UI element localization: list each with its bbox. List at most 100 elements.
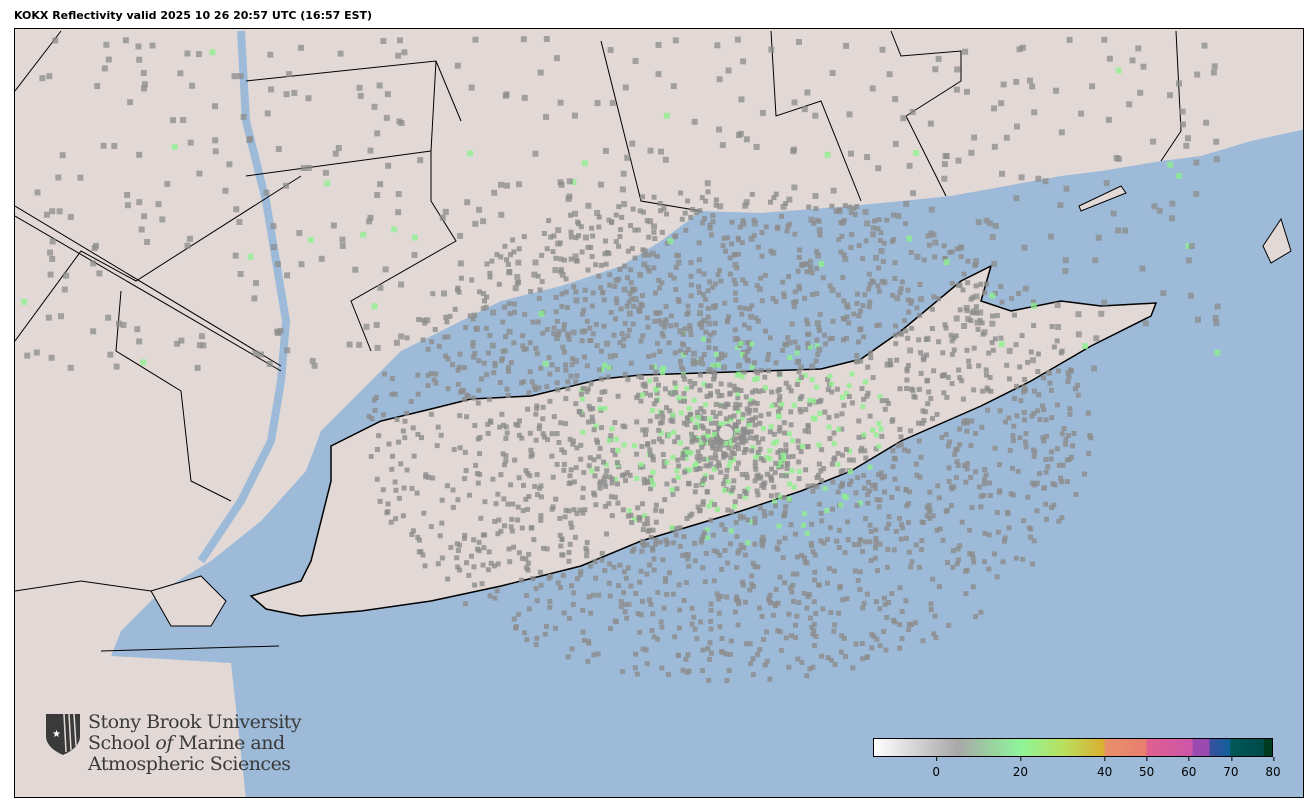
radar-gate [818, 478, 824, 483]
radar-gate [410, 425, 416, 431]
radar-gate [553, 496, 559, 502]
radar-gate [890, 464, 896, 470]
radar-gate [1049, 324, 1055, 329]
radar-gate [568, 373, 574, 379]
radar-gate [701, 271, 707, 277]
radar-gate [814, 291, 820, 297]
radar-gate [703, 473, 709, 478]
radar-gate [677, 625, 682, 631]
radar-gate [1185, 135, 1191, 142]
radar-gate [782, 512, 788, 518]
radar-gate [586, 403, 592, 409]
radar-gate [565, 331, 571, 337]
radar-gate [1054, 446, 1060, 452]
radar-gate [792, 231, 798, 237]
radar-gate [957, 442, 963, 448]
radar-gate [563, 396, 569, 402]
radar-gate [1180, 121, 1186, 128]
radar-gate [908, 250, 914, 255]
radar-gate [970, 555, 976, 561]
radar-gate [676, 395, 682, 401]
radar-gate [672, 234, 678, 240]
radar-gate [454, 555, 460, 561]
radar-gate [839, 411, 845, 417]
radar-gate [857, 586, 863, 592]
radar-gate [882, 489, 888, 495]
radar-gate [632, 227, 638, 233]
radar-gate [1004, 509, 1010, 515]
radar-gate [625, 333, 631, 339]
radar-gate [608, 494, 614, 500]
radar-gate [950, 564, 956, 570]
radar-gate [653, 290, 658, 296]
radar-gate [664, 405, 669, 411]
radar-gate [1048, 456, 1054, 462]
radar-gate [723, 651, 729, 657]
radar-gate [764, 629, 770, 635]
radar-gate [284, 272, 291, 279]
radar-gate [135, 43, 142, 50]
radar-gate [792, 289, 798, 295]
radar-gate [997, 462, 1002, 468]
radar-gate [712, 502, 717, 508]
radar-gate [484, 372, 490, 378]
radar-gate [735, 622, 741, 628]
radar-gate [568, 234, 574, 240]
radar-gate [798, 374, 804, 380]
radar-gate [983, 217, 990, 224]
radar-gate [748, 398, 754, 404]
radar-gate [628, 267, 634, 273]
radar-map[interactable] [14, 28, 1304, 798]
radar-gate [1167, 161, 1174, 168]
radar-gate [775, 600, 781, 606]
radar-gate [1036, 392, 1042, 398]
radar-gate [884, 564, 890, 570]
map-canvas [15, 29, 1303, 797]
radar-gate [886, 514, 892, 520]
radar-gate [700, 502, 706, 507]
radar-gate [965, 316, 972, 322]
radar-gate [268, 86, 275, 93]
radar-gate [817, 410, 823, 416]
radar-gate [685, 303, 691, 309]
radar-gate [815, 352, 821, 357]
radar-gate [236, 219, 243, 225]
radar-gate [801, 511, 807, 517]
radar-gate [716, 393, 722, 399]
radar-gate [719, 566, 725, 572]
radar-gate [653, 541, 659, 547]
radar-gate [415, 431, 421, 437]
radar-gate [584, 553, 590, 559]
radar-gate [875, 283, 881, 289]
radar-gate [396, 118, 403, 125]
radar-gate [811, 628, 817, 634]
radar-gate [633, 591, 639, 596]
radar-gate [987, 493, 993, 498]
radar-gate [718, 351, 724, 357]
radar-gate [587, 455, 593, 461]
radar-gate [481, 545, 487, 551]
radar-gate [509, 516, 515, 522]
radar-gate [841, 402, 847, 408]
radar-gate [759, 253, 765, 259]
radar-gate [475, 480, 481, 486]
radar-gate [957, 543, 963, 549]
radar-gate [909, 386, 915, 392]
radar-gate [402, 435, 408, 441]
radar-gate [943, 325, 949, 331]
radar-gate [591, 490, 597, 496]
radar-gate [58, 313, 64, 320]
radar-gate [298, 261, 305, 268]
radar-gate [1013, 78, 1020, 85]
radar-gate [567, 436, 573, 442]
radar-gate [606, 365, 612, 371]
radar-gate [689, 384, 695, 390]
radar-gate [780, 555, 786, 561]
radar-gate [717, 624, 723, 630]
radar-gate [680, 331, 686, 337]
radar-gate [732, 444, 737, 450]
radar-gate [683, 656, 689, 662]
radar-gate [707, 416, 713, 422]
radar-gate [534, 598, 540, 604]
radar-gate [712, 452, 718, 458]
